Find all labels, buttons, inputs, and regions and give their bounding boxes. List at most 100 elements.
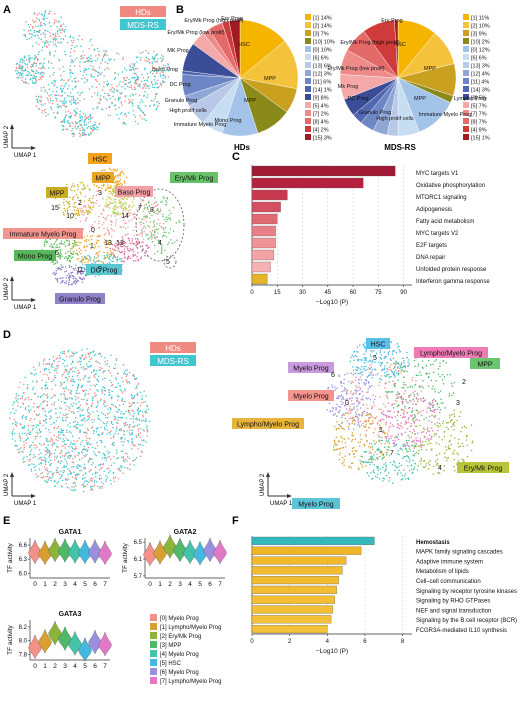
- umap-cluster-point: [388, 454, 391, 457]
- umap-cluster-point: [97, 222, 100, 225]
- umap-point: [30, 74, 33, 77]
- umap-point: [51, 363, 54, 365]
- umap-point: [14, 421, 17, 423]
- umap-cluster-point: [448, 414, 451, 416]
- umap-a-axes: [10, 124, 36, 150]
- umap-cluster-point: [453, 453, 455, 455]
- umap-cluster-point: [150, 238, 153, 240]
- umap-cluster-point: [94, 262, 97, 264]
- umap-cluster-point: [384, 365, 386, 367]
- umap-point: [98, 83, 101, 85]
- umap-cluster-point: [394, 363, 397, 366]
- legend-entry: [9] 5%: [471, 96, 487, 102]
- umap-point: [32, 19, 34, 22]
- umap-cluster-point: [77, 257, 80, 260]
- umap-cluster-point: [126, 248, 129, 250]
- umap-point: [23, 70, 25, 72]
- umap-point: [97, 361, 99, 364]
- umap-point: [62, 373, 64, 375]
- umap-point: [105, 50, 108, 53]
- umap-point: [132, 460, 135, 462]
- umap-point: [23, 427, 25, 429]
- umap-point: [114, 363, 117, 366]
- umap-point: [147, 52, 150, 54]
- umap-point: [37, 25, 39, 28]
- umap-point: [121, 104, 123, 106]
- umap-cluster-point: [65, 277, 68, 279]
- umap-point: [137, 430, 139, 432]
- umap-cluster-point: [67, 276, 70, 279]
- umap-point: [136, 78, 138, 81]
- umap-point: [69, 112, 72, 114]
- umap-cluster-point: [67, 202, 70, 205]
- umap-point: [44, 29, 46, 31]
- umap-cluster-point: [106, 196, 109, 198]
- umap-cluster-point: [67, 255, 70, 257]
- legend-entry: [11] 6%: [313, 80, 331, 86]
- umap-point: [156, 86, 158, 89]
- umap-cluster-point: [89, 211, 91, 214]
- umap-point: [120, 465, 122, 467]
- umap-point: [102, 371, 105, 374]
- umap-point: [102, 453, 104, 455]
- umap-cluster-point: [146, 206, 149, 209]
- umap-cluster-point: [83, 270, 85, 273]
- umap-cluster-point: [68, 243, 71, 246]
- umap-point: [130, 84, 132, 87]
- umap-cluster-point: [68, 240, 71, 242]
- umap-point: [24, 35, 27, 38]
- umap-point: [25, 81, 27, 84]
- umap-point: [140, 99, 143, 101]
- umap-point: [64, 35, 67, 37]
- umap-cluster-point: [85, 257, 87, 259]
- umap-point: [99, 464, 102, 466]
- umap-point: [98, 434, 100, 437]
- umap-cluster-point: [438, 452, 441, 455]
- pie-slice-label: Granulo Prog: [359, 110, 392, 116]
- umap-cluster-point: [68, 278, 70, 280]
- umap-point: [84, 116, 86, 118]
- umap-cluster-point: [415, 409, 418, 411]
- umap-point: [46, 450, 48, 453]
- umap-cluster-point: [112, 188, 114, 190]
- umap-point: [161, 67, 163, 69]
- umap-point: [69, 65, 72, 67]
- umap-point: [64, 83, 67, 86]
- umap-cluster-point: [400, 395, 403, 397]
- umap-cluster-point: [62, 266, 64, 268]
- umap-point: [62, 87, 65, 90]
- umap-point: [71, 443, 74, 445]
- umap-point: [160, 57, 162, 59]
- umap-point: [28, 444, 31, 447]
- umap-point: [67, 468, 69, 470]
- umap-point: [131, 437, 134, 440]
- umap-cluster-point: [412, 459, 414, 462]
- umap-cluster-point: [341, 421, 344, 423]
- umap-point: [113, 89, 116, 92]
- umap-cluster-point: [355, 369, 357, 371]
- umap-point: [104, 457, 106, 460]
- umap-point: [46, 448, 49, 450]
- umap-point: [52, 37, 54, 40]
- umap-point: [97, 414, 100, 417]
- umap-point: [56, 100, 58, 102]
- umap-cluster-point: [67, 257, 70, 260]
- umap-point: [33, 13, 35, 15]
- umap-point: [69, 122, 71, 125]
- umap-cluster-point: [403, 405, 406, 408]
- umap-cluster-point: [153, 197, 156, 199]
- umap-point: [48, 88, 51, 91]
- umap-point: [63, 454, 66, 457]
- umap-point: [66, 128, 69, 131]
- umap-cluster-point: [134, 260, 137, 262]
- umap-point: [62, 125, 65, 128]
- umap-point: [24, 408, 27, 410]
- umap-cluster-point: [457, 460, 459, 462]
- umap-point: [115, 386, 118, 389]
- umap-point: [35, 465, 37, 468]
- umap-point: [35, 473, 37, 475]
- umap-point: [35, 65, 38, 67]
- umap-cluster-point: [397, 404, 400, 407]
- umap-cluster-point: [413, 393, 416, 396]
- umap-point: [14, 423, 17, 425]
